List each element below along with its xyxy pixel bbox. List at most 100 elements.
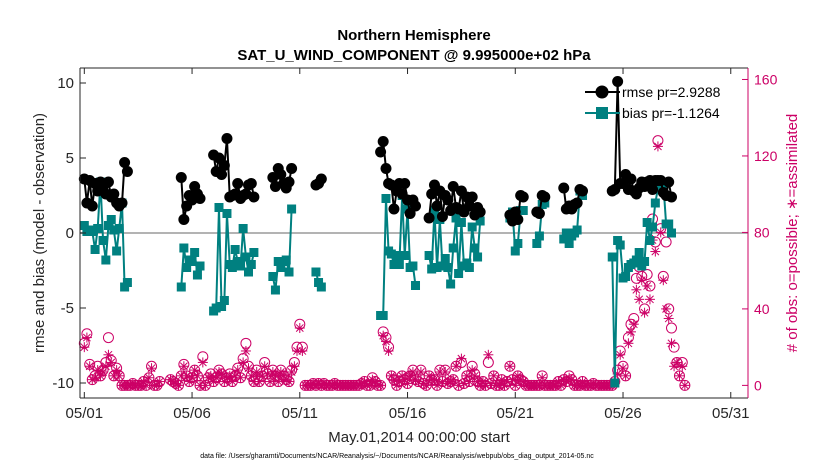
bias-marker: [664, 219, 674, 229]
rmse-marker: [245, 178, 257, 189]
obs-assimilated-stroke: [425, 371, 434, 380]
rmse-marker: [533, 208, 545, 219]
bias-marker: [648, 222, 658, 232]
rmse-marker: [666, 191, 678, 203]
obs-assimilated-marker: [504, 361, 515, 372]
obs-assimilated-marker: [111, 365, 122, 376]
obs-assimilated-stroke: [115, 371, 124, 380]
bias-marker: [268, 272, 278, 281]
x-tick-label: 05/16: [389, 405, 427, 422]
rmse-marker: [612, 76, 624, 87]
bias-marker: [513, 239, 523, 248]
rmse-marker: [512, 214, 524, 225]
bias-marker: [427, 264, 437, 274]
obs-possible-marker: [102, 332, 114, 344]
obs-assimilated-stroke: [672, 358, 681, 367]
bias-marker: [532, 239, 542, 248]
rmse-marker: [86, 200, 98, 212]
obs-assimilated-marker: [235, 372, 246, 383]
bias-marker: [122, 278, 132, 287]
bias-marker: [270, 285, 280, 295]
bias-marker: [244, 267, 254, 277]
rmse-marker: [232, 178, 244, 189]
obs-assimilated-stroke: [538, 373, 547, 382]
obs-assimilated-stroke: [479, 377, 487, 386]
bias-marker: [236, 261, 246, 271]
y-left-tick-label: -5: [61, 300, 74, 317]
obs-assimilated-stroke: [567, 375, 576, 384]
obs-assimilated-marker: [456, 353, 467, 364]
bias-marker: [607, 252, 617, 262]
obs-assimilated-marker: [192, 370, 203, 381]
bias-marker: [540, 198, 550, 208]
legend: rmse pr=2.9288 bias pr=-1.1264: [585, 84, 721, 121]
obs-assimilated-marker: [154, 376, 165, 387]
obs-possible-marker: [641, 268, 653, 280]
obs-assimilated-stroke: [400, 375, 409, 384]
obs-assimilated-marker: [294, 323, 305, 334]
obs-possible-marker: [660, 236, 672, 248]
bias-marker: [610, 378, 620, 388]
obs-assimilated-marker: [100, 361, 111, 372]
bias-marker: [98, 236, 108, 245]
obs-assimilated-stroke: [484, 350, 493, 359]
obs-assimilated-marker: [281, 374, 292, 385]
obs-assimilated-stroke: [279, 371, 288, 380]
rmse-marker: [399, 178, 411, 189]
obs-assimilated-marker: [634, 294, 645, 305]
obs-assimilated-marker: [146, 363, 157, 374]
bias-marker: [90, 245, 100, 254]
obs-assimilated-stroke: [107, 358, 116, 367]
bias-marker: [631, 255, 641, 265]
obs-assimilated-stroke: [112, 366, 121, 375]
rmse-marker: [286, 163, 298, 174]
bias-marker: [273, 257, 283, 266]
bias-marker: [378, 311, 388, 320]
rmse-marker: [119, 157, 131, 168]
rmse-marker: [377, 136, 389, 147]
obs-assimilated-marker: [618, 363, 629, 374]
obs-assimilated-stroke: [285, 377, 293, 386]
legend-rmse-label: rmse pr=2.9288: [622, 84, 721, 100]
obs-assimilated-stroke: [578, 377, 587, 386]
bias-marker: [475, 216, 485, 226]
obs-assimilated-stroke: [505, 362, 514, 371]
obs-assimilated-stroke: [233, 366, 242, 375]
bias-marker: [176, 282, 186, 292]
x-axis-ticks: 05/01 05/06 05/11 05/16 05/21 05/26 05/31: [66, 68, 750, 422]
obs-assimilated-stroke: [629, 320, 638, 329]
obs-assimilated-stroke: [82, 333, 91, 342]
rmse-marker: [474, 206, 486, 218]
bias-marker: [534, 231, 544, 241]
obs-assimilated-stroke: [93, 366, 102, 375]
obs-assimilated-marker: [658, 275, 669, 286]
obs-assimilated-stroke: [470, 371, 479, 380]
bias-marker: [106, 215, 116, 224]
bias-marker: [448, 243, 458, 253]
bias-marker: [238, 224, 248, 233]
rmse-marker: [178, 214, 190, 225]
obs-assimilated-stroke: [486, 379, 495, 388]
obs-assimilated-marker: [483, 349, 494, 360]
y-axis-left-label: rmse and bias (model - observation): [31, 113, 48, 353]
obs-assimilated-stroke: [276, 368, 285, 376]
obs-assimilated-marker: [106, 357, 117, 368]
obs-assimilated-stroke: [632, 285, 641, 294]
obs-assimilated-stroke: [155, 377, 164, 386]
y-right-tick-label: 120: [754, 148, 778, 164]
obs-assimilated-stroke: [241, 347, 250, 355]
obs-assimilated-stroke: [430, 375, 439, 384]
obs-assimilated-marker: [375, 380, 386, 391]
rmse-marker: [283, 176, 295, 188]
y-right-tick-label: 0: [754, 377, 762, 393]
obs-assimilated-marker: [671, 357, 682, 368]
bias-marker: [316, 282, 326, 292]
bias-marker: [217, 302, 227, 311]
obs-assimilated-marker: [537, 372, 548, 383]
obs-assimilated-marker: [679, 380, 690, 391]
obs-assimilated-stroke: [179, 362, 188, 371]
obs-assimilated-marker: [173, 380, 184, 391]
bias-marker: [640, 257, 650, 266]
bias-marker: [241, 252, 251, 262]
obs-assimilated-marker: [143, 372, 154, 383]
